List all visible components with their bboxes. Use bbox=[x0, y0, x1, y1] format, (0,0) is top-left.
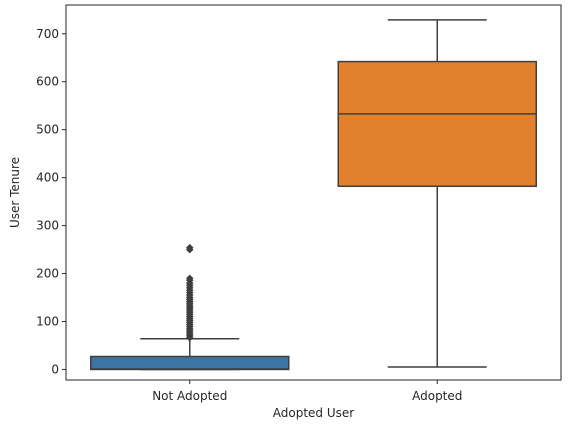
y-tick-label: 200 bbox=[36, 267, 59, 281]
y-tick-label: 400 bbox=[36, 171, 59, 185]
x-tick-label: Not Adopted bbox=[152, 389, 227, 403]
box-group-not-adopted bbox=[90, 243, 290, 371]
x-axis: Not Adopted Adopted bbox=[152, 380, 462, 403]
outlier-point bbox=[185, 274, 194, 283]
y-tick-label: 100 bbox=[36, 314, 59, 328]
y-axis: 0 100 200 300 400 500 600 700 bbox=[36, 27, 66, 376]
y-tick-label: 300 bbox=[36, 219, 59, 233]
x-axis-label: Adopted User bbox=[273, 406, 355, 420]
iqr-box bbox=[90, 355, 290, 371]
outlier-point bbox=[185, 243, 194, 252]
y-tick-label: 0 bbox=[51, 362, 59, 376]
y-axis-label: User Tenure bbox=[8, 157, 22, 228]
plot-frame bbox=[65, 4, 562, 381]
plot-content bbox=[90, 19, 537, 371]
y-tick-label: 500 bbox=[36, 123, 59, 137]
y-tick-label: 600 bbox=[36, 75, 59, 89]
y-tick-label: 700 bbox=[36, 27, 59, 41]
iqr-box bbox=[337, 60, 537, 188]
box-group-adopted bbox=[337, 19, 537, 368]
x-tick-label: Adopted bbox=[412, 389, 462, 403]
